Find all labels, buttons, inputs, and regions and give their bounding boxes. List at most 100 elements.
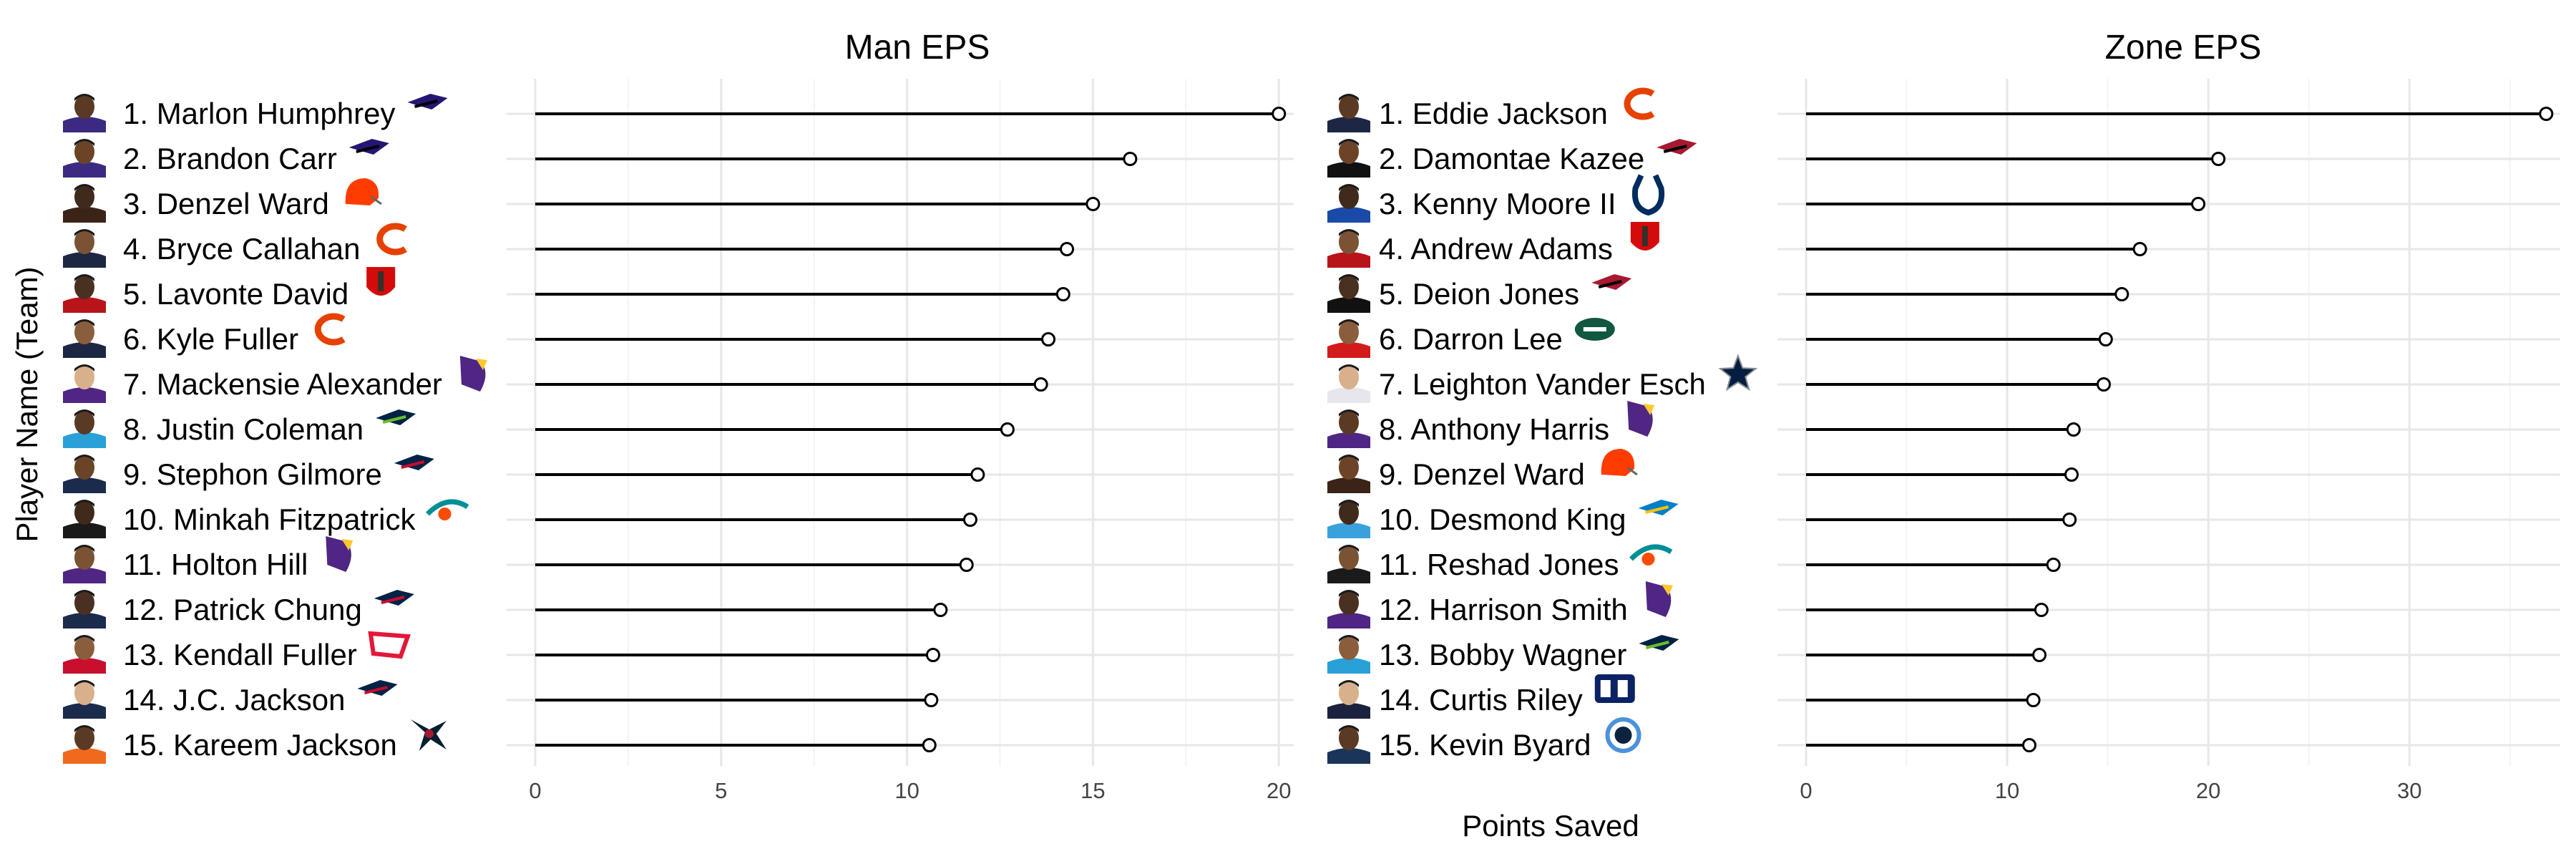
player-label: 14. Curtis Riley	[1379, 683, 1583, 717]
lollipop-point	[2096, 377, 2111, 392]
lollipop-point	[2032, 648, 2047, 662]
player-avatar	[1327, 315, 1370, 358]
player-label: 7. Leighton Vander Esch	[1379, 367, 1706, 401]
team-logo	[1630, 222, 1659, 251]
player-label: 9. Stephon Gilmore	[123, 457, 382, 491]
panel-man-eps: Man EPS 0 5 10 15 20 1. Marlon Humphrey 2. Bran…	[63, 29, 1294, 803]
lollipop-point	[1000, 422, 1015, 437]
lollipop-point	[924, 693, 939, 707]
player-avatar	[1327, 270, 1370, 313]
lollipop-point	[2066, 422, 2081, 437]
lollipop-point	[2114, 287, 2129, 301]
player-avatar	[63, 405, 106, 448]
team-logo	[1601, 449, 1638, 476]
lollipop-point	[1085, 197, 1101, 211]
x-tick-label: 0	[529, 778, 541, 803]
figure-x-axis-label: Points Saved	[1462, 809, 1639, 843]
lollipop-point	[2062, 513, 2077, 527]
player-label: 5. Deion Jones	[1379, 277, 1579, 311]
player-label: 11. Reshad Jones	[1379, 548, 1619, 581]
lollipop-point	[2026, 693, 2041, 707]
team-logo	[1718, 354, 1758, 392]
chart-title: Zone EPS	[2105, 29, 2262, 67]
player-avatar	[1327, 631, 1370, 674]
team-logo	[1629, 544, 1673, 566]
player-label: 1. Eddie Jackson	[1379, 97, 1608, 130]
lollipop-point	[1033, 377, 1048, 392]
team-logo	[1624, 87, 1655, 120]
player-avatar	[1327, 721, 1370, 764]
lollipop-point	[1055, 287, 1070, 301]
player-avatar	[63, 360, 106, 403]
player-label: 3. Kenny Moore II	[1379, 187, 1616, 220]
player-avatar	[1327, 135, 1370, 178]
player-label: 3. Denzel Ward	[123, 187, 329, 220]
player-label: 7. Mackensie Alexander	[123, 367, 442, 401]
player-label: 10. Desmond King	[1379, 503, 1626, 536]
team-logo	[1657, 139, 1697, 155]
player-avatar	[1327, 225, 1370, 268]
lollipop-point	[2098, 332, 2113, 346]
player-avatar	[63, 540, 106, 583]
lollipop-point	[2034, 603, 2049, 617]
player-label: 13. Bobby Wagner	[1379, 638, 1626, 671]
team-logo	[348, 139, 389, 155]
x-tick-label: 20	[2196, 778, 2220, 803]
x-tick-label: 5	[715, 778, 727, 803]
lollipop-point	[959, 558, 974, 572]
x-tick-label: 15	[1080, 778, 1105, 803]
team-logo	[368, 631, 411, 659]
player-label: 14. J.C. Jackson	[123, 683, 345, 717]
lollipop-point	[925, 648, 940, 662]
player-avatar	[63, 225, 106, 268]
lollipop-point	[2021, 738, 2036, 752]
team-logo	[357, 680, 398, 696]
player-label: 9. Denzel Ward	[1379, 457, 1585, 491]
team-logo	[314, 313, 346, 346]
team-logo	[326, 536, 353, 572]
player-avatar	[1327, 450, 1370, 493]
player-label: 15. Kareem Jackson	[123, 728, 397, 762]
lollipop-point	[1060, 242, 1075, 256]
team-logo	[366, 267, 396, 296]
team-logo	[374, 590, 414, 606]
team-logo	[1631, 174, 1665, 216]
player-avatar	[1327, 89, 1370, 132]
player-avatar	[63, 721, 106, 764]
lollipop-point	[2064, 467, 2079, 482]
lollipop-point	[922, 738, 937, 752]
team-logo	[1591, 274, 1632, 290]
team-logo	[1574, 318, 1615, 341]
player-avatar	[63, 270, 106, 313]
team-logo	[1639, 635, 1679, 651]
player-avatar	[63, 495, 106, 538]
player-label: 15. Kevin Byard	[1379, 728, 1591, 762]
player-avatar	[63, 631, 106, 674]
team-logo	[1638, 500, 1679, 515]
lollipop-point	[2211, 152, 2226, 166]
player-avatar	[1327, 540, 1370, 583]
team-logo	[1594, 674, 1635, 703]
team-logo	[394, 455, 434, 470]
player-avatar	[1327, 495, 1370, 538]
chart-title: Man EPS	[845, 29, 990, 67]
player-label: 5. Lavonte David	[123, 277, 348, 311]
player-avatar	[63, 586, 106, 629]
player-label: 6. Darron Lee	[1379, 322, 1563, 356]
player-avatar	[1327, 360, 1370, 403]
panel-zone-eps: Zone EPS 0 10 20 30 1. Eddie Jackson 2. Damont…	[1327, 29, 2560, 803]
team-logo	[459, 356, 487, 392]
player-label: 6. Kyle Fuller	[123, 322, 298, 356]
team-logo	[426, 499, 469, 520]
team-logo	[1627, 401, 1655, 437]
player-avatar	[63, 89, 106, 132]
x-tick-label: 30	[2397, 778, 2421, 803]
lollipop-point	[962, 513, 977, 527]
player-label: 8. Justin Coleman	[123, 412, 364, 446]
lollipop-point	[2191, 197, 2206, 211]
team-logo	[376, 223, 407, 256]
player-avatar	[63, 180, 106, 223]
lollipop-point	[1041, 332, 1056, 346]
player-avatar	[1327, 586, 1370, 629]
